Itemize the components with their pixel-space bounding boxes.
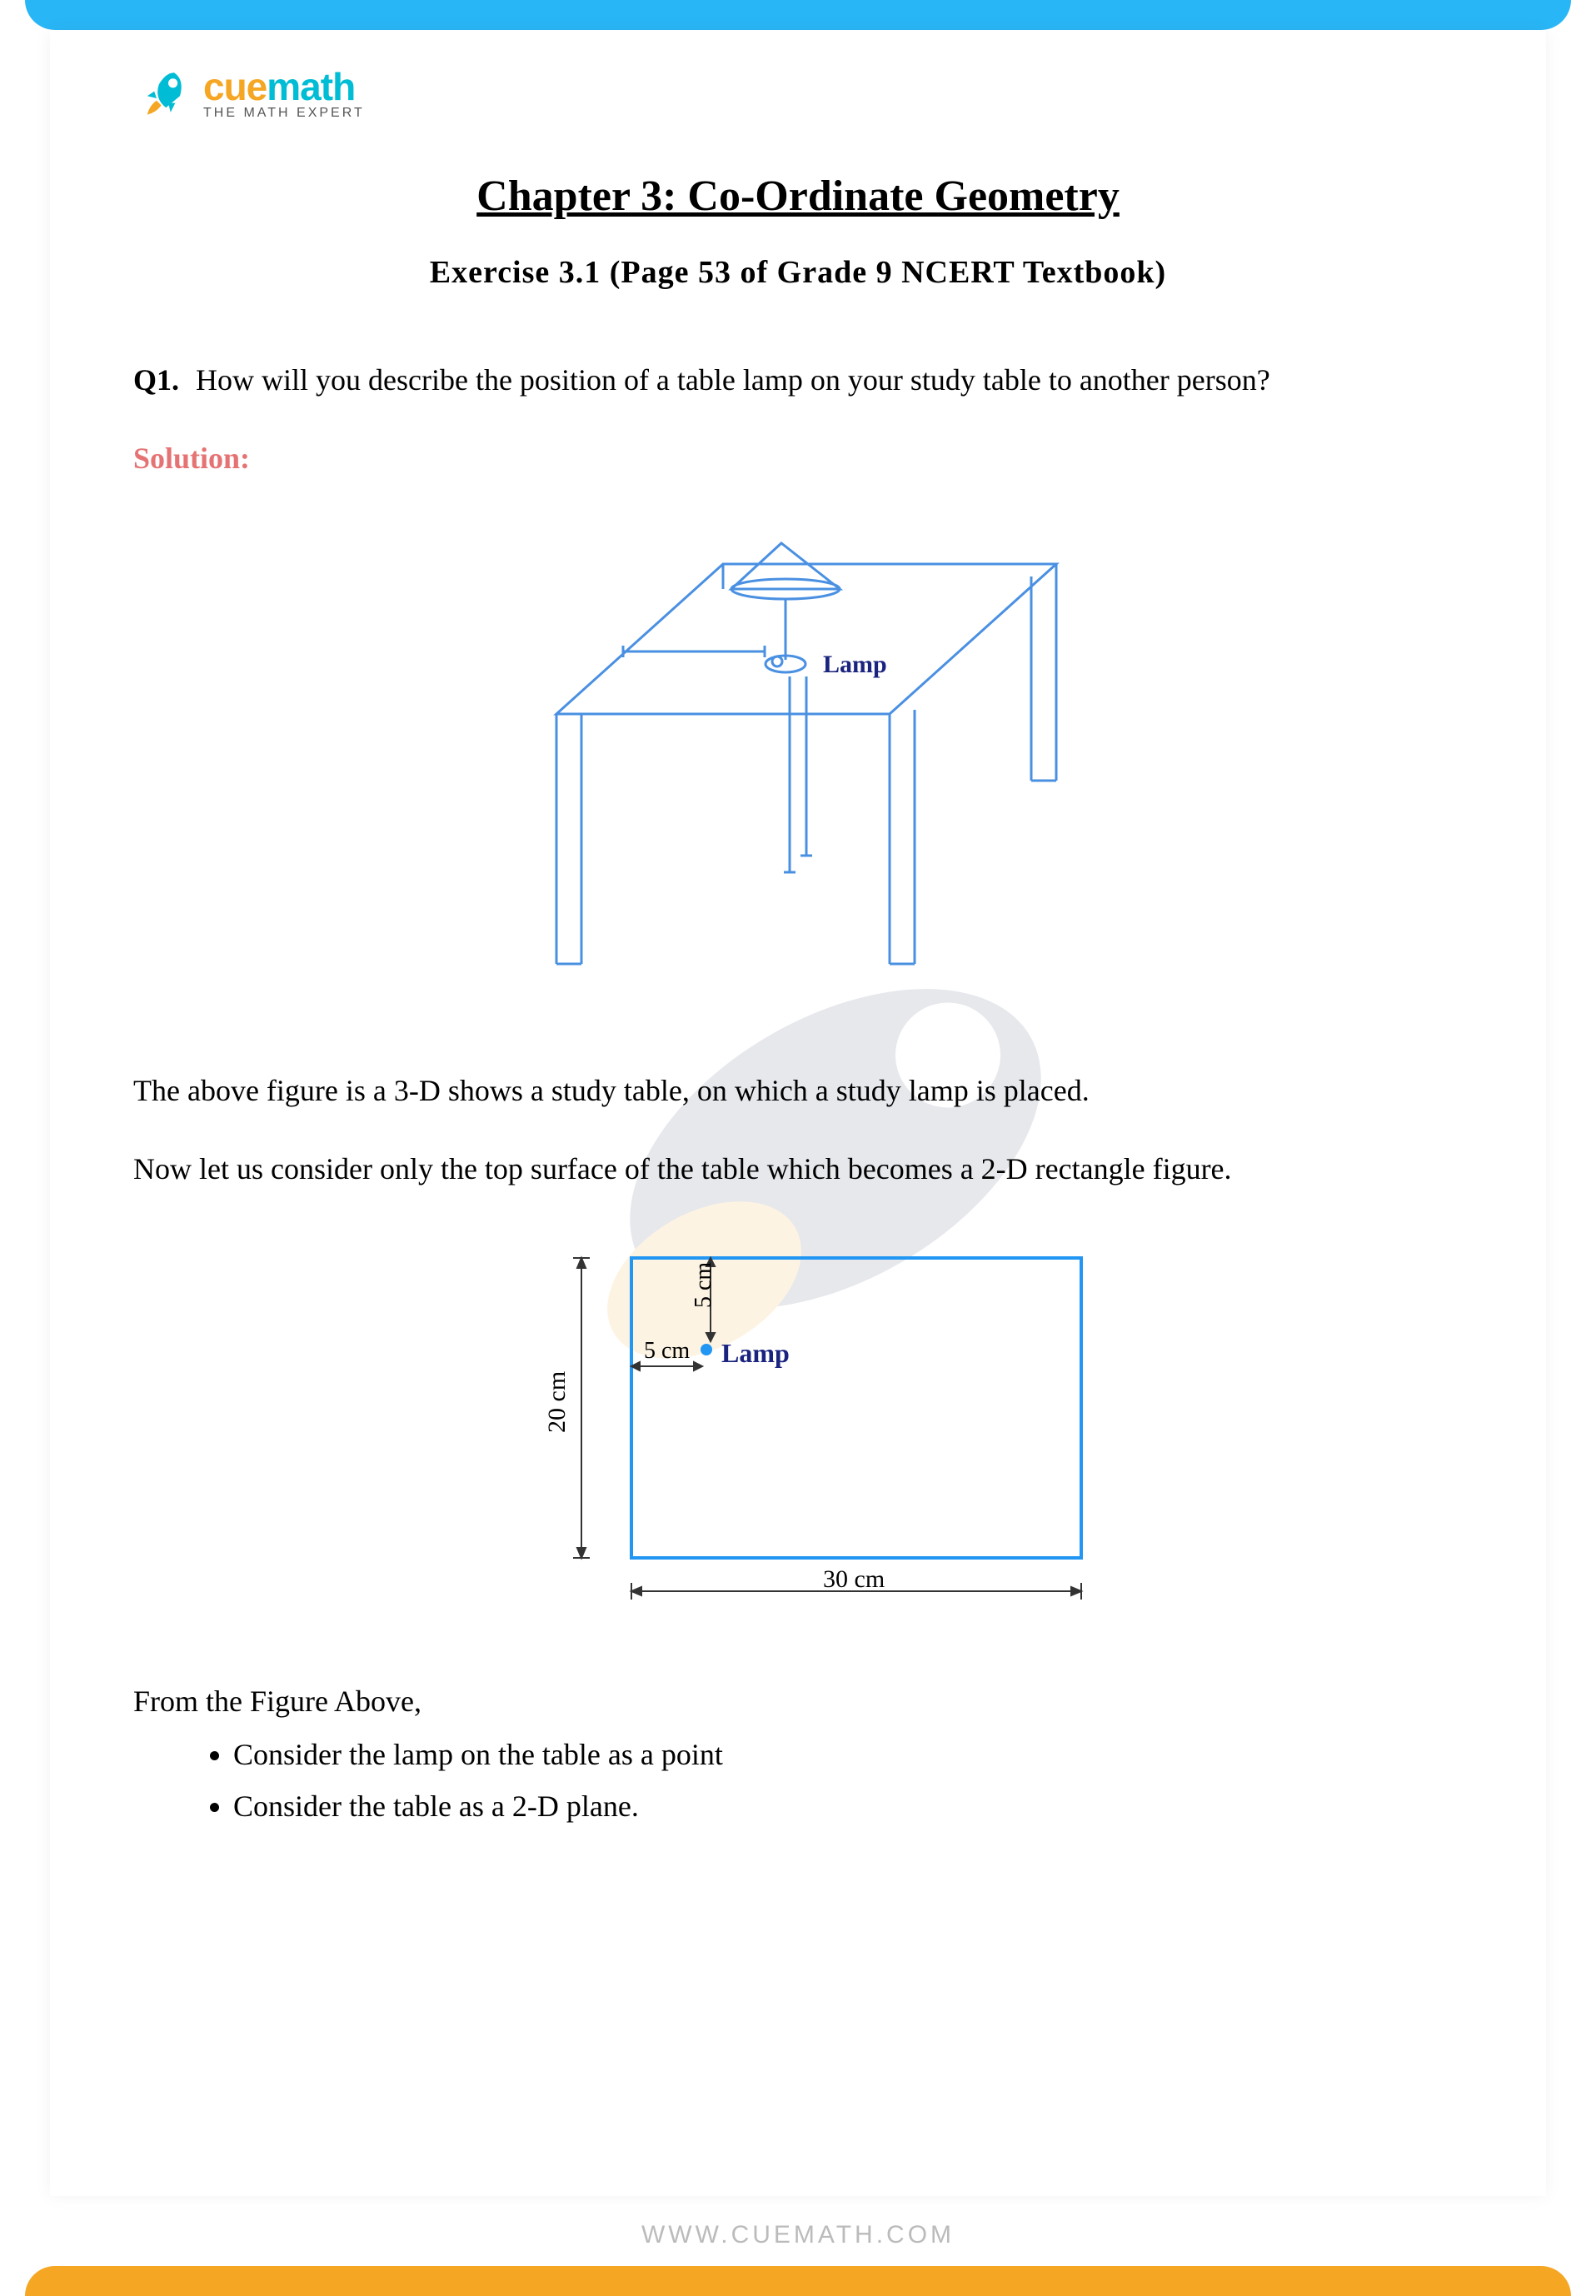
footer-url: WWW.CUEMATH.COM [0,2196,1596,2266]
bullet-list: Consider the lamp on the table as a poin… [233,1732,1463,1829]
svg-text:Lamp: Lamp [721,1338,790,1368]
paragraph-3: From the Figure Above, [133,1679,1463,1724]
page-content: cuemath THE MATH EXPERT Chapter 3: Co-Or… [50,30,1546,2196]
brand-logo: cuemath THE MATH EXPERT [133,63,1463,122]
rocket-icon [133,63,192,122]
solution-label: Solution: [133,436,1463,481]
lamp-label-3d: Lamp [823,651,887,678]
logo-part-1: cue [203,65,267,108]
question-text: How will you describe the position of a … [196,357,1270,402]
top-accent-bar [25,0,1571,30]
content-body: Q1. How will you describe the position o… [133,357,1463,1829]
svg-text:5 cm: 5 cm [691,1262,716,1308]
svg-text:30 cm: 30 cm [823,1565,885,1593]
bottom-accent-bar [25,2266,1571,2296]
logo-tagline: THE MATH EXPERT [203,106,365,121]
figure-2d-rectangle: Lamp [133,1225,1463,1637]
logo-wordmark: cuemath [203,64,365,109]
paragraph-2: Now let us consider only the top surface… [133,1146,1463,1191]
logo-text: cuemath THE MATH EXPERT [203,64,365,121]
exercise-subtitle: Exercise 3.1 (Page 53 of Grade 9 NCERT T… [133,254,1463,291]
chapter-title: Chapter 3: Co-Ordinate Geometry [133,172,1463,221]
question-block: Q1. How will you describe the position o… [133,357,1463,402]
svg-text:5 cm: 5 cm [644,1338,690,1364]
svg-text:20 cm: 20 cm [543,1371,571,1433]
paragraph-1: The above figure is a 3-D shows a study … [133,1068,1463,1113]
figure-3d-table: Lamp [133,497,1463,1026]
page: cuemath THE MATH EXPERT Chapter 3: Co-Or… [0,0,1596,2296]
logo-part-2: math [267,65,355,108]
list-item: Consider the lamp on the table as a poin… [233,1732,1463,1777]
list-item: Consider the table as a 2-D plane. [233,1784,1463,1829]
question-number: Q1. [133,357,179,402]
